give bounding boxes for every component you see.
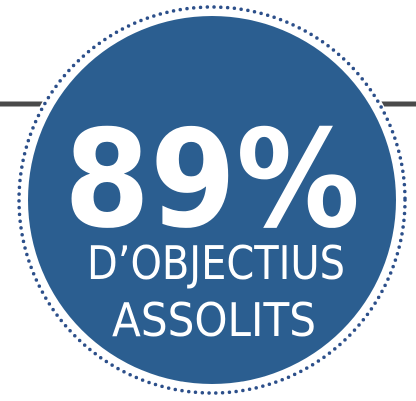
badge-line: ASSOLITS	[112, 293, 316, 347]
badge-line: D’OBJECTIUS	[87, 236, 345, 290]
badge-circle	[28, 16, 396, 384]
dotted-ring	[17, 5, 407, 395]
badge-value: 89%	[64, 101, 360, 258]
